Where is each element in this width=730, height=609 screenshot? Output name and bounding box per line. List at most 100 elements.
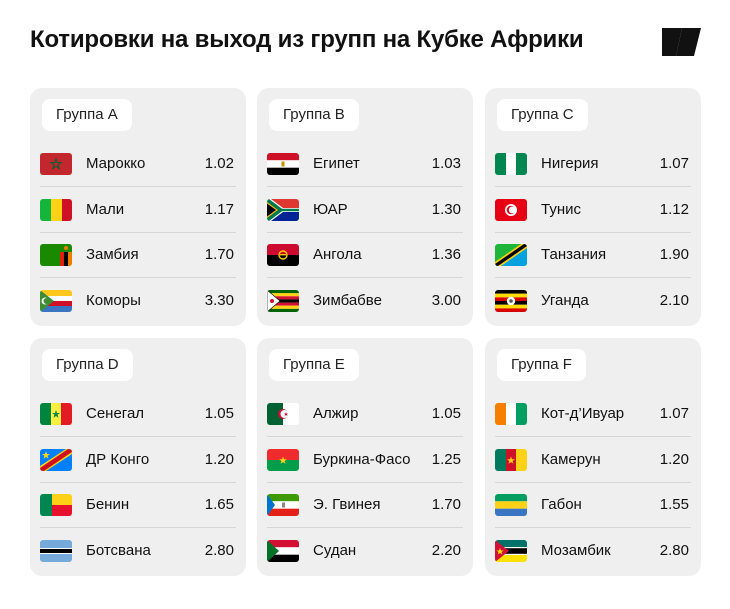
group-card: Группа F Кот-д’Ивуар 1.07 Камерун 1.20 Габон 1…	[485, 338, 701, 576]
team-odds: 1.90	[659, 246, 689, 263]
team-row: Марокко 1.02	[40, 142, 236, 187]
team-row: Ботсвана 2.80	[40, 529, 236, 574]
team-row: ЮАР 1.30	[267, 188, 463, 233]
nigeria-flag-icon	[495, 153, 527, 175]
mali-flag-icon	[40, 198, 72, 221]
team-row: Габон 1.55	[495, 483, 691, 528]
team-row: Э. Гвинея 1.70	[267, 483, 463, 528]
row-divider	[40, 436, 236, 437]
team-odds: 1.20	[659, 450, 689, 468]
row-divider	[40, 186, 236, 187]
row-divider	[267, 231, 463, 233]
row-divider	[40, 231, 236, 233]
team-odds: 2.20	[431, 541, 461, 559]
group-card: Группа C Нигерия 1.07 Тунис 1.12 Танзания 1.90…	[485, 88, 701, 326]
group-label: Группа D	[42, 349, 133, 381]
south-africa-flag-icon	[267, 198, 299, 221]
team-name: Э. Гвинея	[313, 496, 381, 513]
row-divider	[267, 481, 463, 483]
team-name: Замбия	[86, 246, 139, 263]
dr-congo-flag-icon	[40, 448, 72, 471]
team-odds: 1.70	[431, 496, 461, 513]
team-name: Ангола	[313, 246, 362, 263]
team-name: Габон	[541, 496, 582, 513]
burkina-faso-flag-icon	[267, 448, 299, 471]
page-title: Котировки на выход из групп на Кубке Афр…	[30, 26, 584, 53]
team-row: Алжир 1.05	[267, 392, 463, 437]
team-odds: 2.10	[659, 291, 689, 309]
zimbabwe-flag-icon	[267, 289, 299, 312]
team-row: Египет 1.03	[267, 142, 463, 187]
team-name: Буркина-Фасо	[313, 450, 411, 468]
row-divider	[495, 186, 691, 187]
angola-flag-icon	[267, 244, 299, 266]
tanzania-flag-icon	[495, 244, 527, 266]
team-odds: 1.36	[431, 246, 461, 263]
team-name: Бенин	[86, 496, 130, 513]
row-divider	[495, 231, 691, 233]
team-name: ЮАР	[313, 200, 348, 218]
group-label: Группа F	[497, 349, 586, 381]
team-odds: 3.00	[431, 291, 461, 309]
comoros-flag-icon	[40, 289, 72, 312]
team-name: ДР Конго	[86, 450, 150, 468]
mozambique-flag-icon	[495, 539, 527, 562]
algeria-flag-icon	[267, 403, 299, 425]
team-row: Мозамбик 2.80	[495, 529, 691, 574]
team-name: Нигерия	[541, 155, 599, 172]
team-name: Мозамбик	[541, 541, 611, 559]
team-name: Ботсвана	[86, 541, 151, 559]
team-odds: 1.05	[431, 405, 461, 422]
team-row: Ангола 1.36	[267, 233, 463, 278]
team-row: Судан 2.20	[267, 529, 463, 574]
egypt-flag-icon	[267, 153, 299, 175]
team-row: Коморы 3.30	[40, 279, 236, 324]
row-divider	[40, 277, 236, 278]
team-odds: 1.05	[204, 405, 234, 422]
team-row: Буркина-Фасо 1.25	[267, 438, 463, 483]
row-divider	[267, 436, 463, 437]
group-label: Группа B	[269, 99, 359, 131]
row-divider	[495, 481, 691, 483]
team-row: Кот-д’Ивуар 1.07	[495, 392, 691, 437]
group-label: Группа E	[269, 349, 359, 381]
sudan-flag-icon	[267, 539, 299, 562]
team-name: Коморы	[86, 291, 141, 309]
team-odds: 1.12	[659, 200, 689, 218]
team-row: ДР Конго 1.20	[40, 438, 236, 483]
team-row: Уганда 2.10	[495, 279, 691, 324]
row-divider	[267, 186, 463, 187]
row-divider	[40, 481, 236, 483]
row-divider	[495, 436, 691, 437]
morocco-flag-icon	[40, 153, 72, 175]
ivory-coast-flag-icon	[495, 403, 527, 425]
zambia-flag-icon	[40, 244, 72, 266]
uganda-flag-icon	[495, 289, 527, 312]
group-card: Группа B Египет 1.03 ЮАР 1.30 Ангола 1.36 Зимба…	[257, 88, 473, 326]
team-odds: 1.20	[204, 450, 234, 468]
team-row: Зимбабве 3.00	[267, 279, 463, 324]
team-odds: 1.07	[659, 405, 689, 422]
team-name: Марокко	[86, 155, 146, 172]
team-odds: 1.03	[431, 155, 461, 172]
team-row: Бенин 1.65	[40, 483, 236, 528]
benin-flag-icon	[40, 494, 72, 516]
row-divider	[495, 527, 691, 528]
team-odds: 1.25	[431, 450, 461, 468]
botswana-flag-icon	[40, 539, 72, 562]
senegal-flag-icon	[40, 403, 72, 425]
team-name: Танзания	[541, 246, 607, 263]
team-name: Египет	[313, 155, 360, 172]
row-divider	[267, 277, 463, 278]
team-odds: 1.65	[204, 496, 234, 513]
team-row: Камерун 1.20	[495, 438, 691, 483]
row-divider	[495, 277, 691, 278]
tunisia-flag-icon	[495, 198, 527, 221]
team-row: Нигерия 1.07	[495, 142, 691, 187]
team-name: Мали	[86, 200, 125, 218]
group-card: Группа D Сенегал 1.05 ДР Конго 1.20 Бенин 1.65…	[30, 338, 246, 576]
team-name: Уганда	[541, 291, 589, 309]
team-name: Кот-д’Ивуар	[541, 405, 625, 422]
team-row: Танзания 1.90	[495, 233, 691, 278]
cameroon-flag-icon	[495, 448, 527, 471]
